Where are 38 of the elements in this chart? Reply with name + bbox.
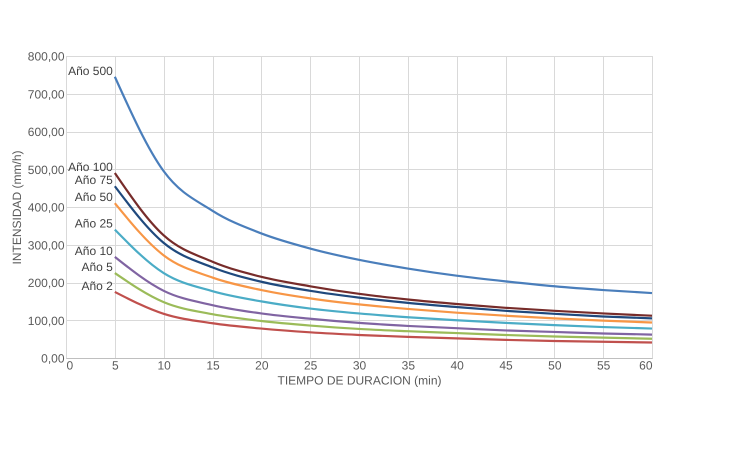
y-tick-label: 0,00	[41, 352, 65, 366]
x-tick-label: 60	[639, 358, 653, 372]
y-tick-label: 800,00	[28, 50, 65, 64]
line-series	[114, 202, 654, 324]
x-tick-label: 25	[304, 358, 318, 372]
y-tick-label: 100,00	[28, 314, 65, 328]
line-series	[114, 228, 654, 330]
x-axis-title: TIEMPO DE DURACION (min)	[277, 374, 442, 388]
line-series	[114, 290, 654, 344]
y-tick-label: 700,00	[28, 87, 65, 102]
y-tick-label: 300,00	[28, 238, 65, 252]
series-label: Año 2	[81, 278, 114, 293]
x-tick-label: 20	[255, 358, 269, 372]
series-label: Año 500	[68, 64, 114, 78]
series-label: Año 5	[81, 260, 114, 274]
x-tick-label: 55	[596, 358, 611, 372]
y-tick-label: 600,00	[28, 125, 65, 139]
x-tick-label: 50	[548, 358, 562, 372]
line-series	[114, 256, 654, 336]
y-tick-label: 400,00	[28, 200, 65, 214]
series-label: Año 100	[68, 160, 114, 174]
x-tick-label: 10	[157, 358, 172, 372]
line-series	[114, 272, 654, 340]
x-tick-label: 35	[402, 358, 416, 372]
series-label: Año 25	[74, 216, 114, 231]
y-tick-label: 500,00	[28, 162, 65, 177]
y-axis-title: INTENSIDAD (mm/h)	[10, 150, 24, 264]
x-tick-label: 30	[352, 358, 366, 372]
x-tick-label: 40	[450, 358, 464, 372]
series-label: Año 10	[74, 244, 114, 258]
series-label: Año 75	[74, 173, 114, 188]
line-series	[114, 76, 654, 294]
x-tick-label: 0	[66, 358, 74, 372]
x-tick-label: 15	[206, 358, 220, 372]
y-tick-label: 200,00	[28, 276, 65, 290]
x-tick-label: 5	[112, 358, 119, 372]
x-tick-label: 45	[499, 358, 513, 372]
series-label: Año 50	[74, 190, 114, 204]
